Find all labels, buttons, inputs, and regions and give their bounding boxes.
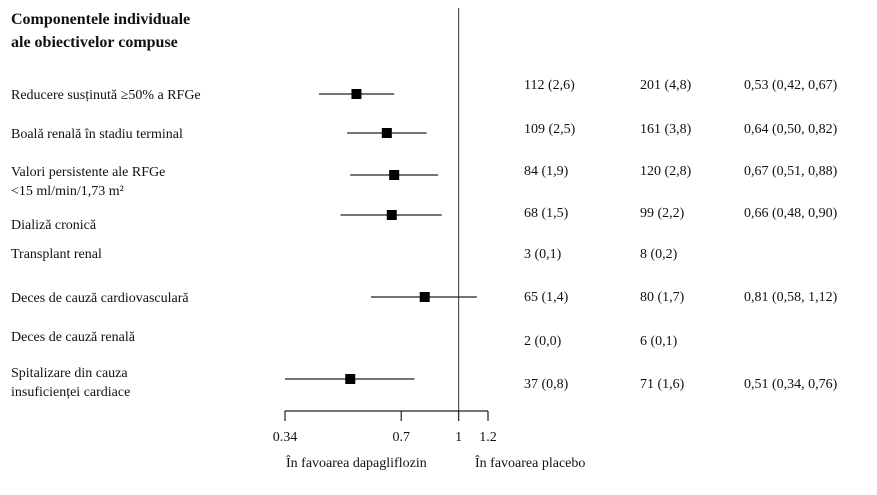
dapa-count: 37 (0,8)	[524, 377, 569, 392]
placebo-count: 201 (4,8)	[640, 78, 692, 93]
placebo-count: 71 (1,6)	[640, 377, 685, 392]
hr-point-marker	[419, 292, 430, 302]
hr-point-marker	[381, 128, 392, 138]
x-axis-tick-label: 0.34	[273, 430, 298, 445]
hazard-ratio: 0,53 (0,42, 0,67)	[744, 78, 838, 93]
row-label: Dializă cronică	[11, 218, 97, 233]
placebo-count: 6 (0,1)	[640, 334, 678, 349]
dapa-count: 84 (1,9)	[524, 164, 569, 179]
row-label: Spitalizare din cauza insuficienței cardi…	[11, 366, 131, 400]
dapa-count: 68 (1,5)	[524, 206, 569, 221]
placebo-count: 80 (1,7)	[640, 290, 685, 305]
hazard-ratio: 0,51 (0,34, 0,76)	[744, 377, 838, 392]
dapa-count: 112 (2,6)	[524, 78, 575, 93]
hazard-ratio: 0,81 (0,58, 1,12)	[744, 290, 838, 305]
dapa-count: 2 (0,0)	[524, 334, 562, 349]
section-title: Componentele individuale ale obiectivelo…	[11, 8, 190, 54]
placebo-count: 161 (3,8)	[640, 122, 692, 137]
row-label: Transplant renal	[11, 247, 102, 262]
x-axis-tick-label: 1.2	[479, 430, 497, 445]
row-label: Reducere susținută ≥50% a RFGe	[11, 88, 201, 103]
x-axis-tick-label: 1	[455, 430, 462, 445]
x-axis-tick-label: 0.7	[392, 430, 410, 445]
hr-point-marker	[386, 210, 397, 220]
dapa-count: 65 (1,4)	[524, 290, 569, 305]
hr-point-marker	[345, 374, 356, 384]
favors-dapagliflozin-label: În favoarea dapagliflozin	[286, 456, 427, 471]
favors-placebo-label: În favoarea placebo	[475, 456, 586, 471]
section-title-line-2: ale obiectivelor compuse	[11, 34, 178, 51]
placebo-count: 8 (0,2)	[640, 247, 678, 262]
row-label: Valori persistente ale RFGe <15 ml/min/1,…	[11, 165, 166, 199]
row-label: Deces de cauză renală	[11, 330, 135, 345]
dapa-count: 109 (2,5)	[524, 122, 576, 137]
hazard-ratio: 0,66 (0,48, 0,90)	[744, 206, 838, 221]
section-title-line-1: Componentele individuale	[11, 11, 191, 28]
hazard-ratio: 0,64 (0,50, 0,82)	[744, 122, 838, 137]
row-label: Boală renală în stadiu terminal	[11, 127, 183, 142]
hr-point-marker	[351, 89, 362, 99]
hazard-ratio: 0,67 (0,51, 0,88)	[744, 164, 838, 179]
row-label: Deces de cauză cardiovasculară	[11, 291, 189, 306]
placebo-count: 120 (2,8)	[640, 164, 692, 179]
hr-point-marker	[389, 170, 400, 180]
dapa-count: 3 (0,1)	[524, 247, 562, 262]
placebo-count: 99 (2,2)	[640, 206, 685, 221]
